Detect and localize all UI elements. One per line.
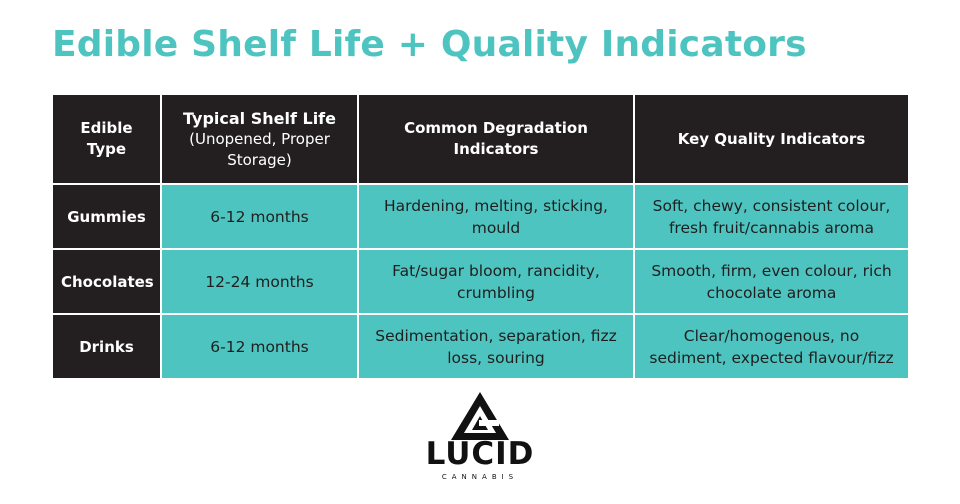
shelf-life-table: Edible Type Typical Shelf Life (Unopened… bbox=[51, 93, 910, 380]
row-quality: Clear/homogenous, no sediment, expected … bbox=[633, 313, 910, 380]
row-quality: Soft, chewy, consistent colour, fresh fr… bbox=[633, 183, 910, 250]
header-edible-type: Edible Type bbox=[51, 93, 162, 185]
table-row: Chocolates 12-24 months Fat/sugar bloom,… bbox=[51, 248, 910, 315]
row-degradation: Hardening, melting, sticking, mould bbox=[357, 183, 635, 250]
header-degradation: Common Degradation Indicators bbox=[357, 93, 635, 185]
header-shelf-life-sub: (Unopened, Proper Storage) bbox=[189, 129, 330, 169]
lucid-triangle-logo-icon bbox=[451, 392, 509, 440]
table-row: Gummies 6-12 months Hardening, melting, … bbox=[51, 183, 910, 250]
row-degradation: Fat/sugar bloom, rancidity, crumbling bbox=[357, 248, 635, 315]
row-type: Drinks bbox=[51, 313, 162, 380]
header-quality: Key Quality Indicators bbox=[633, 93, 910, 185]
row-shelf-life: 6-12 months bbox=[160, 313, 359, 380]
table-row: Drinks 6-12 months Sedimentation, separa… bbox=[51, 313, 910, 380]
logo-subtitle: CANNABIS bbox=[441, 473, 519, 481]
logo-wordmark: LUCID bbox=[425, 436, 535, 472]
header-shelf-life-main: Typical Shelf Life bbox=[183, 108, 336, 128]
row-type: Chocolates bbox=[51, 248, 162, 315]
row-quality: Smooth, firm, even colour, rich chocolat… bbox=[633, 248, 910, 315]
row-degradation: Sedimentation, separation, fizz loss, so… bbox=[357, 313, 635, 380]
page-title: Edible Shelf Life + Quality Indicators bbox=[52, 24, 807, 65]
table-header-row: Edible Type Typical Shelf Life (Unopened… bbox=[51, 93, 910, 185]
header-shelf-life: Typical Shelf Life (Unopened, Proper Sto… bbox=[160, 93, 359, 185]
row-type: Gummies bbox=[51, 183, 162, 250]
row-shelf-life: 6-12 months bbox=[160, 183, 359, 250]
lucid-logo: LUCID CANNABIS bbox=[410, 390, 550, 486]
row-shelf-life: 12-24 months bbox=[160, 248, 359, 315]
